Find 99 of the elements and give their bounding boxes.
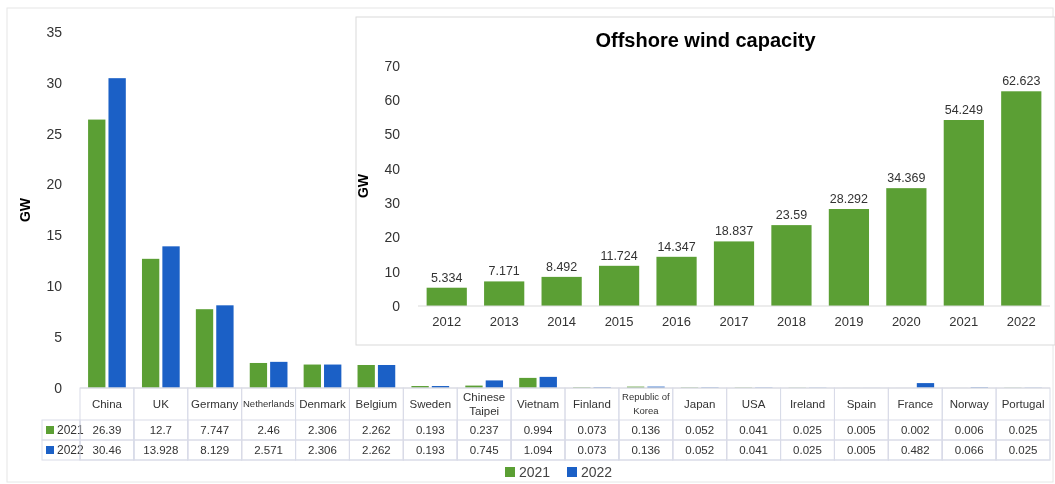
data-label: 0.193 (415, 424, 445, 437)
data-label: 0.073 (577, 444, 607, 457)
data-label: 30.46 (92, 444, 122, 457)
data-label: 0.025 (1008, 444, 1038, 457)
data-label: 0.005 (847, 444, 876, 457)
data-label: 0.066 (954, 444, 984, 457)
x-tick-label: Spain (846, 398, 877, 411)
y-axis-title: GW (355, 173, 371, 199)
data-label: 0.002 (900, 424, 930, 437)
x-tick-label: Norway (949, 398, 989, 411)
data-label: 0.136 (631, 444, 661, 457)
y-tick-label: 0 (392, 297, 401, 314)
x-tick-label: 2019 (834, 314, 864, 329)
x-tick-label: Denmark (299, 398, 347, 411)
x-tick-label: 2022 (1006, 314, 1036, 329)
legend-label: 2022 (57, 443, 85, 458)
y-tick-label: 5 (54, 329, 63, 346)
x-tick-label: 2012 (432, 314, 462, 329)
x-tick-label: 2016 (662, 314, 692, 329)
y-tick-label: 15 (46, 227, 63, 244)
data-label: 0.025 (793, 444, 822, 457)
x-tick-label: Sweden (409, 398, 452, 411)
data-label: 23.59 (775, 208, 808, 223)
x-tick-label: 2017 (719, 314, 749, 329)
data-label: 0.006 (954, 424, 984, 437)
data-label: 2.306 (308, 444, 337, 457)
data-label: 28.292 (829, 192, 869, 206)
y-tick-label: 10 (384, 263, 401, 280)
x-tick-label: Netherlands (242, 398, 295, 410)
data-label: 0.005 (847, 424, 876, 437)
data-label: 2.46 (257, 424, 280, 437)
x-tick-label: Ireland (789, 398, 826, 411)
y-tick-label: 0 (54, 379, 63, 396)
x-tick-label: China (91, 398, 123, 411)
x-tick-label: Finland (573, 398, 611, 411)
data-label: 0.041 (739, 444, 768, 457)
data-label: 0.052 (685, 444, 715, 457)
legend-label: 2021 (57, 423, 85, 438)
data-label: 62.623 (1002, 74, 1041, 89)
y-tick-label: 10 (46, 278, 63, 295)
x-tick-label: 2018 (776, 314, 806, 329)
data-label: 0.745 (469, 444, 499, 457)
x-tick-label: Republic of Korea (622, 391, 670, 417)
x-tick-label: USA (741, 398, 766, 411)
x-tick-label: Portugal (1001, 398, 1045, 411)
category-label: 2021 (519, 463, 551, 480)
data-label: 11.724 (600, 248, 638, 263)
chart-title: Offshore wind capacity (595, 29, 817, 51)
data-label: 8.129 (200, 444, 230, 457)
y-tick-label: 60 (384, 92, 401, 109)
data-label: 0.025 (793, 424, 822, 437)
data-label: 34.369 (887, 171, 926, 186)
data-label: 0.482 (900, 444, 930, 457)
data-label: 54.249 (944, 103, 983, 117)
y-tick-label: 35 (46, 23, 63, 40)
data-label: 0.237 (469, 424, 499, 437)
x-tick-label: 2014 (547, 314, 577, 329)
y-tick-label: 25 (46, 125, 63, 142)
x-tick-label: Germany (191, 398, 239, 411)
data-label: 2.571 (254, 444, 283, 457)
x-tick-label: Chinese Taipei (463, 391, 506, 418)
data-label: 18.837 (714, 224, 754, 239)
y-tick-label: 40 (384, 160, 401, 177)
x-tick-label: Belgium (355, 398, 398, 411)
data-label: 2.262 (362, 444, 391, 457)
y-tick-label: 20 (46, 176, 63, 193)
data-label: 0.994 (523, 424, 554, 437)
y-tick-label: 30 (384, 195, 401, 212)
y-tick-label: 50 (384, 126, 401, 143)
data-label: 5.334 (431, 270, 463, 285)
data-label: 0.041 (739, 424, 768, 437)
data-label: 8.492 (546, 259, 578, 274)
y-tick-label: 20 (384, 229, 401, 246)
data-label: 2.262 (362, 424, 391, 437)
x-tick-label: France (897, 398, 934, 411)
x-tick-label: Japan (684, 398, 716, 411)
data-label: 7.171 (488, 264, 520, 279)
data-label: 0.136 (631, 424, 661, 437)
data-label: 13.928 (143, 444, 179, 457)
data-label: 0.052 (685, 424, 715, 437)
data-label: 12.7 (149, 424, 173, 437)
data-label: 7.747 (200, 424, 230, 437)
x-tick-label: UK (152, 398, 170, 411)
category-label: 2022 (581, 463, 613, 480)
x-tick-label: Vietnam (517, 398, 560, 411)
data-label: 2.306 (308, 424, 337, 437)
y-tick-label: 70 (384, 57, 401, 74)
y-tick-label: 30 (46, 74, 63, 91)
x-tick-label: 2021 (949, 314, 979, 329)
x-tick-label: 2020 (891, 314, 921, 329)
data-label: 0.073 (577, 424, 607, 437)
data-label: 1.094 (523, 444, 554, 457)
data-label: 14.347 (657, 239, 696, 254)
y-axis-title: GW (17, 197, 33, 223)
x-tick-label: 2013 (489, 314, 519, 329)
data-label: 0.193 (415, 444, 445, 457)
x-tick-label: 2015 (604, 314, 634, 329)
data-label: 26.39 (92, 424, 122, 437)
data-label: 0.025 (1008, 424, 1038, 437)
